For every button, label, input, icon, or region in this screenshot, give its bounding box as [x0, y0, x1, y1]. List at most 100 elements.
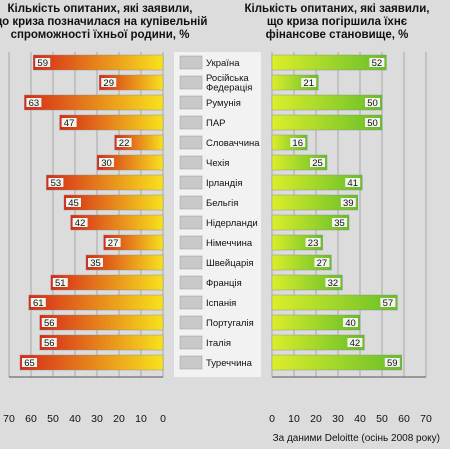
- bars: 59 52 29 21 63 50 47 50 22 16 30 25 53 41 45 39 42 35 27 23…: [19, 54, 403, 371]
- right-value-label: 50: [367, 118, 378, 129]
- right-value-label: 35: [334, 218, 345, 229]
- right-value-label: 32: [328, 278, 339, 289]
- source-note: За даними Deloitte (осінь 2008 року): [273, 433, 440, 444]
- right-bar: [271, 274, 343, 291]
- right-value-label: 39: [343, 198, 354, 209]
- right-value-box: [325, 278, 341, 287]
- flag-icon: [179, 115, 203, 130]
- left-bar: [63, 194, 164, 211]
- right-value-box: [301, 78, 317, 87]
- left-bar: [50, 274, 164, 291]
- left-value-box: [116, 138, 132, 147]
- right-value-box: [369, 58, 385, 67]
- country-label: Швейцарія: [206, 258, 254, 269]
- country-label: Італія: [206, 338, 231, 349]
- left-tick-label: 20: [113, 413, 125, 425]
- flag-icon: [179, 95, 203, 110]
- right-value-box: [365, 98, 380, 107]
- right-value-box: [384, 358, 400, 367]
- right-tick-label: 20: [310, 413, 322, 425]
- left-bar: [33, 54, 164, 71]
- left-value-box: [41, 338, 57, 347]
- flag-icon: [179, 315, 203, 330]
- left-bar: [39, 314, 164, 331]
- left-value-box: [22, 358, 37, 367]
- right-tick-label: 70: [420, 413, 432, 425]
- right-bar: [271, 334, 365, 351]
- left-value-label: 63: [29, 98, 40, 109]
- country-label: Словаччина: [206, 138, 260, 149]
- right-value-label: 59: [387, 358, 398, 369]
- right-title-line: Кількість опитаних, які заявили,: [245, 3, 430, 15]
- right-tick-label: 30: [332, 413, 344, 425]
- left-tick-label: 40: [69, 413, 81, 425]
- flag-icon: [179, 215, 203, 230]
- country-label: Португалія: [206, 318, 254, 329]
- flag-icon: [179, 255, 203, 270]
- right-value-label: 21: [303, 78, 314, 89]
- right-value-label: 16: [292, 138, 303, 149]
- country-label: Франція: [206, 278, 242, 289]
- right-value-box: [314, 258, 330, 267]
- left-title-line: спроможності їхньої родини, %: [11, 29, 190, 41]
- right-bar: [271, 314, 361, 331]
- left-value-box: [105, 238, 121, 247]
- left-value-label: 45: [68, 198, 79, 209]
- left-bar: [70, 214, 164, 231]
- right-value-label: 50: [367, 98, 378, 109]
- country-label: Ірландія: [206, 178, 242, 189]
- right-tick-label: 0: [269, 413, 275, 425]
- right-value-label: 52: [372, 58, 383, 69]
- left-value-label: 30: [101, 158, 112, 169]
- right-tick-label: 50: [376, 413, 388, 425]
- left-value-label: 29: [103, 78, 114, 89]
- left-value-label: 27: [108, 238, 119, 249]
- left-value-label: 51: [55, 278, 66, 289]
- country-label: Іспанія: [206, 298, 236, 309]
- left-value-box: [41, 318, 57, 327]
- left-axis-ticks: 70 60 50 40 30 20 10 0: [3, 413, 166, 425]
- flag-icon: [179, 175, 203, 190]
- right-value-box: [290, 138, 306, 147]
- country-label: Німеччина: [206, 238, 253, 249]
- left-value-box: [88, 258, 103, 267]
- flag-icon: [179, 295, 203, 310]
- left-value-box: [52, 278, 68, 287]
- right-tick-label: 10: [288, 413, 300, 425]
- right-value-label: 57: [383, 298, 394, 309]
- left-bar: [24, 94, 164, 111]
- right-bar: [271, 214, 350, 231]
- right-value-label: 40: [345, 318, 356, 329]
- right-axis-ticks: 0 10 20 30 40 50 60 70: [269, 413, 432, 425]
- right-title-line: що криза погіршила їхнє: [267, 16, 408, 28]
- left-bar: [46, 174, 164, 191]
- flag-icon: [179, 355, 203, 370]
- left-tick-label: 50: [47, 413, 59, 425]
- left-bar: [85, 254, 164, 271]
- right-value-label: 42: [350, 338, 361, 349]
- left-value-label: 22: [119, 138, 130, 149]
- right-value-box: [340, 198, 356, 207]
- left-value-label: 42: [75, 218, 86, 229]
- country-label: Федерація: [206, 83, 252, 94]
- right-tick-label: 40: [354, 413, 366, 425]
- left-value-label: 56: [44, 338, 55, 349]
- left-value-box: [101, 78, 117, 87]
- right-bar: [271, 94, 383, 111]
- left-tick-label: 60: [25, 413, 37, 425]
- right-bar: [271, 114, 383, 131]
- flag-icon: [179, 135, 203, 150]
- left-value-box: [72, 218, 88, 227]
- right-bar: [271, 294, 398, 311]
- left-value-label: 61: [33, 298, 44, 309]
- right-value-box: [380, 298, 396, 307]
- country-label: Чехія: [206, 158, 229, 169]
- right-value-box: [365, 118, 380, 127]
- left-value-box: [61, 118, 77, 127]
- left-title-line: Кількість опитаних, які заявили,: [8, 3, 193, 15]
- flag-icon: [179, 275, 203, 290]
- right-bar: [271, 354, 403, 371]
- right-bar: [271, 174, 363, 191]
